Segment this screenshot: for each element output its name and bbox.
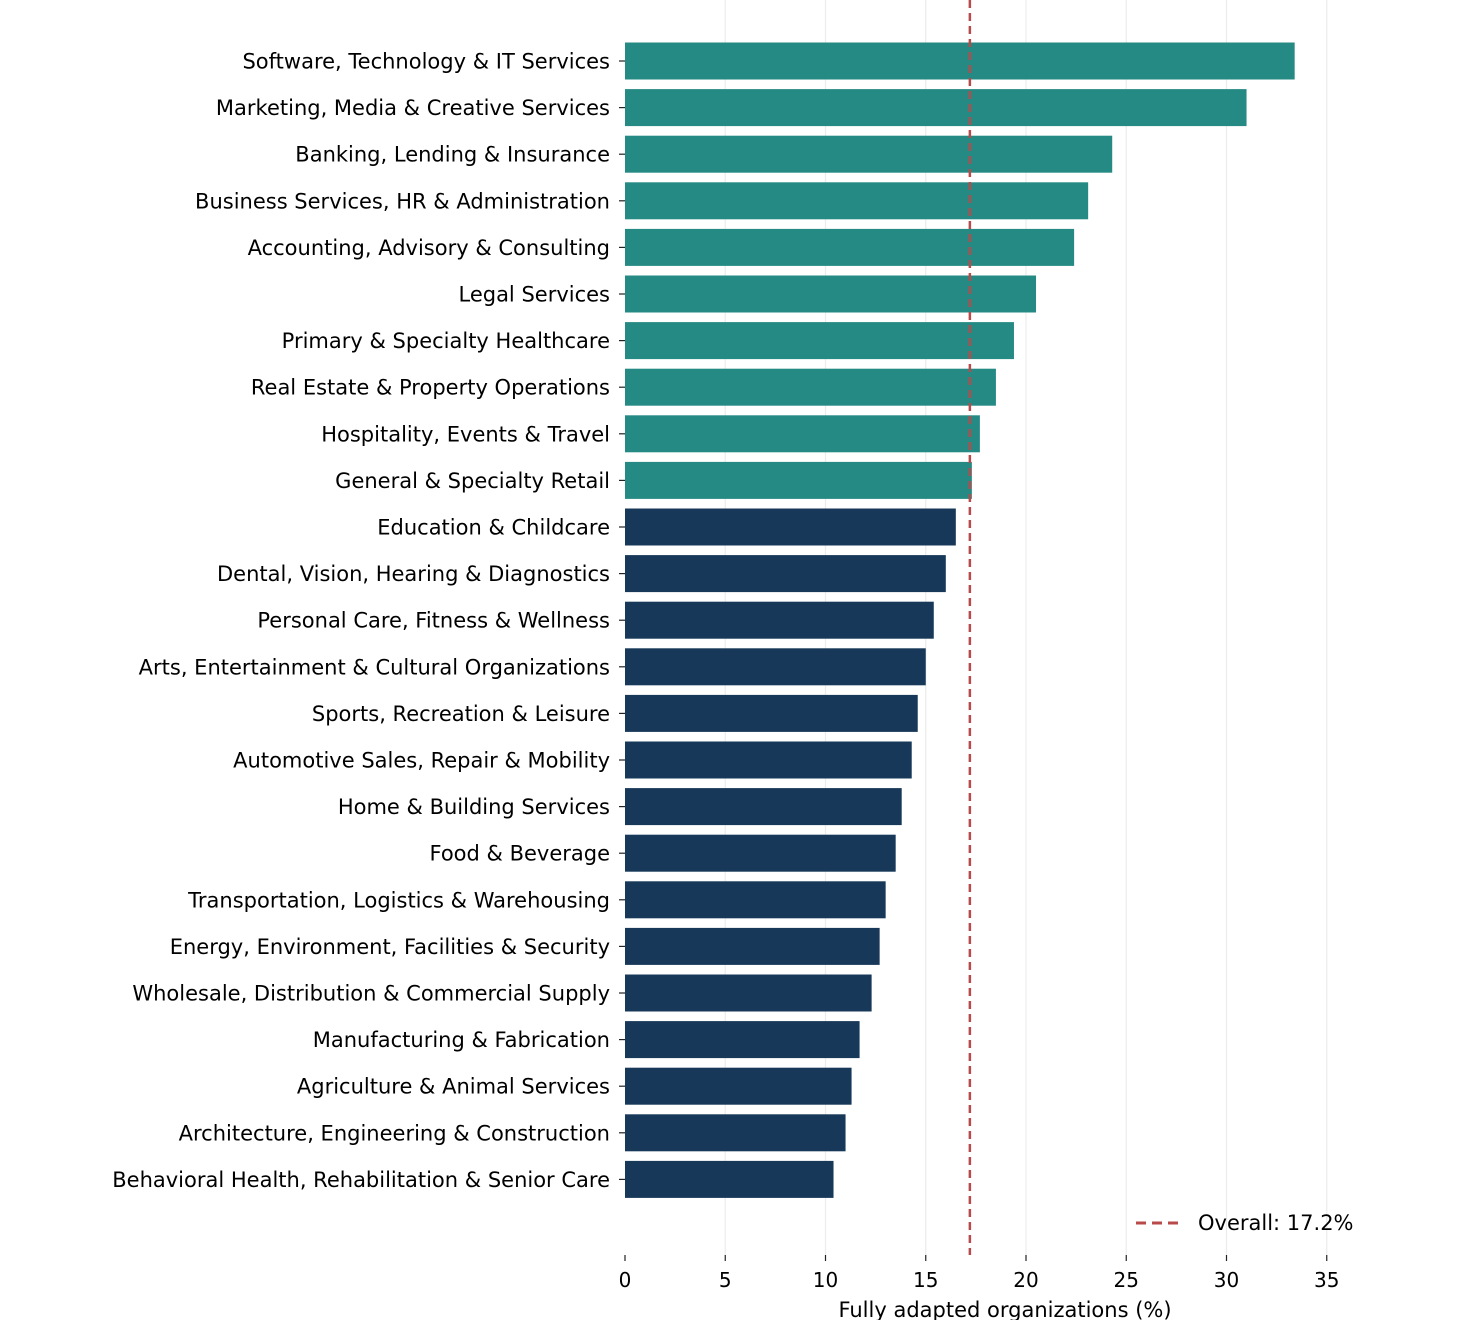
bar — [625, 1067, 852, 1105]
bar — [625, 974, 872, 1012]
bar — [625, 415, 980, 453]
x-tick-label: 30 — [1214, 1268, 1239, 1292]
category-label: Home & Building Services — [338, 795, 610, 819]
legend-label: Overall: 17.2% — [1198, 1211, 1354, 1235]
bar — [625, 648, 926, 686]
bar — [625, 1160, 834, 1198]
bar — [625, 89, 1247, 127]
category-label: Education & Childcare — [377, 516, 610, 540]
category-label: Food & Beverage — [429, 842, 610, 866]
category-label: Arts, Entertainment & Cultural Organizat… — [139, 655, 610, 679]
category-label: Sports, Recreation & Leisure — [312, 702, 610, 726]
bar — [625, 741, 912, 779]
legend: Overall: 17.2% — [1136, 1211, 1354, 1235]
category-label: Banking, Lending & Insurance — [295, 143, 610, 167]
bar — [625, 788, 902, 826]
bar — [625, 461, 972, 499]
category-label: Automotive Sales, Repair & Mobility — [233, 749, 610, 773]
category-label: Software, Technology & IT Services — [242, 50, 610, 74]
bar — [625, 694, 918, 732]
category-label: Architecture, Engineering & Construction — [179, 1121, 610, 1145]
category-label: Hospitality, Events & Travel — [321, 422, 610, 446]
category-label: Marketing, Media & Creative Services — [216, 96, 610, 120]
x-tick-label: 5 — [719, 1268, 732, 1292]
category-labels: Software, Technology & IT Services Market… — [112, 50, 625, 1192]
bar — [625, 601, 934, 639]
category-label: Energy, Environment, Facilities & Securi… — [170, 935, 610, 959]
bar — [625, 228, 1075, 266]
bar — [625, 322, 1014, 360]
category-label: Manufacturing & Fabrication — [313, 1028, 610, 1052]
category-label: Business Services, HR & Administration — [195, 189, 610, 213]
category-label: Primary & Specialty Healthcare — [282, 329, 610, 353]
bar — [625, 42, 1295, 80]
x-tick-label: 35 — [1314, 1268, 1339, 1292]
bar — [625, 1114, 846, 1152]
x-tick-label: 0 — [619, 1268, 632, 1292]
bar — [625, 555, 946, 593]
bar — [625, 1021, 860, 1059]
x-axis-label: Fully adapted organizations (%) — [838, 1298, 1171, 1320]
bars — [625, 42, 1295, 1198]
bar — [625, 182, 1089, 220]
bar — [625, 368, 996, 406]
bar — [625, 927, 880, 965]
category-label: General & Specialty Retail — [335, 469, 610, 493]
category-label: Personal Care, Fitness & Wellness — [257, 609, 610, 633]
x-axis-ticks: 0 5 10 15 20 25 30 35 — [619, 1255, 1339, 1292]
category-label: Agriculture & Animal Services — [297, 1075, 610, 1099]
category-label: Wholesale, Distribution & Commercial Sup… — [132, 982, 610, 1006]
bar — [625, 135, 1113, 173]
bar — [625, 881, 886, 919]
x-tick-label: 15 — [913, 1268, 938, 1292]
category-label: Dental, Vision, Hearing & Diagnostics — [217, 562, 610, 586]
x-tick-label: 25 — [1114, 1268, 1139, 1292]
bar — [625, 508, 956, 546]
category-label: Accounting, Advisory & Consulting — [248, 236, 610, 260]
category-label: Behavioral Health, Rehabilitation & Seni… — [112, 1168, 610, 1192]
bar — [625, 834, 896, 872]
bar — [625, 275, 1037, 313]
category-label: Legal Services — [458, 283, 610, 307]
category-label: Transportation, Logistics & Warehousing — [187, 888, 610, 912]
category-label: Real Estate & Property Operations — [251, 376, 610, 400]
x-tick-label: 20 — [1013, 1268, 1038, 1292]
x-tick-label: 10 — [813, 1268, 838, 1292]
